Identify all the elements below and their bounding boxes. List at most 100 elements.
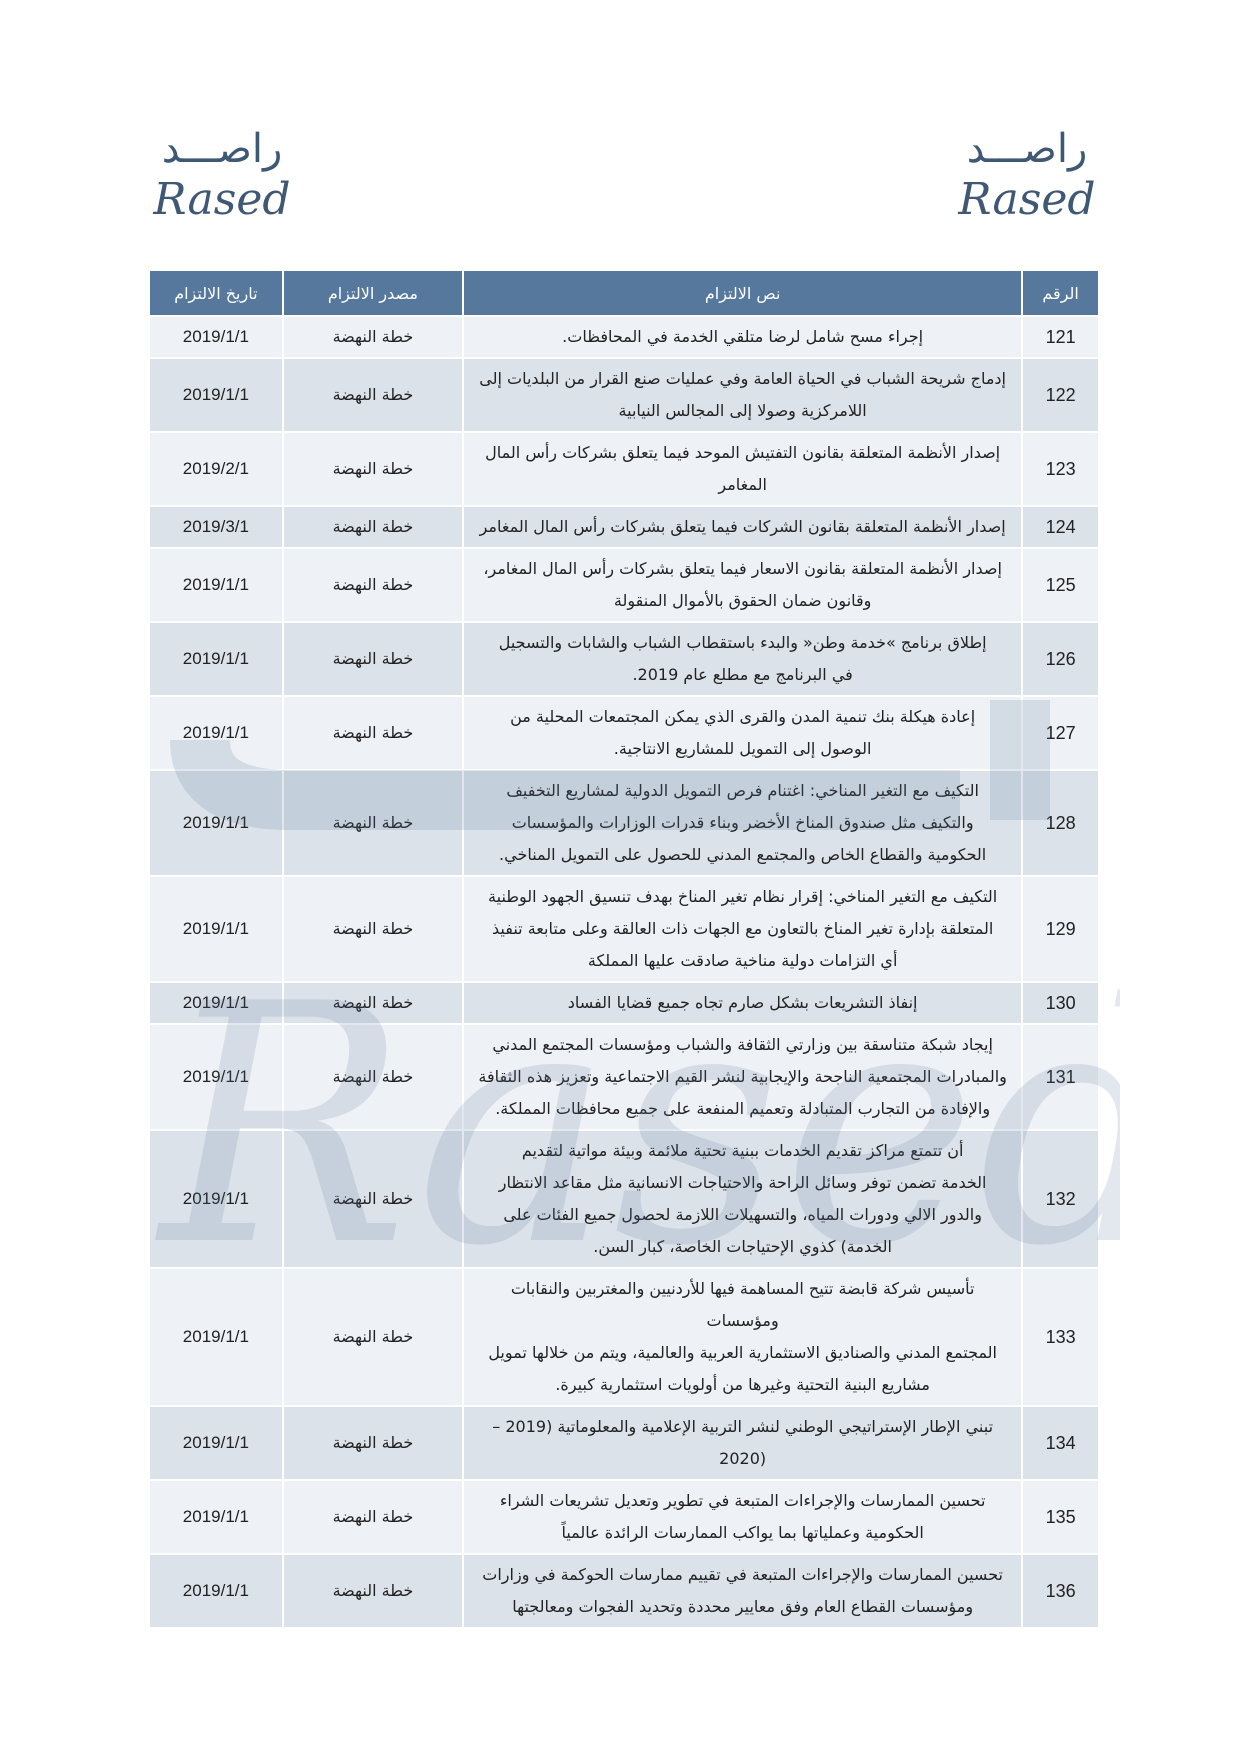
logo-arabic: راصـــد: [966, 126, 1088, 172]
commitment-date: 2019/1/1: [150, 1555, 282, 1627]
commitment-text-line: إعادة هيكلة بنك تنمية المدن والقرى الذي …: [510, 707, 976, 726]
commitment-text-line: أي التزامات دولية مناخية صادقت عليها الم…: [587, 951, 898, 970]
header-date: تاريخ الالتزام: [150, 271, 282, 315]
commitment-text-line: ومؤسسات القطاع العام وفق معايير محددة وت…: [512, 1597, 974, 1616]
commitment-text-line: تبني الإطار الإستراتيجي الوطني لنشر التر…: [492, 1417, 994, 1436]
commitment-date: 2019/2/1: [150, 433, 282, 505]
commitment-source: خطة النهضة: [283, 1269, 463, 1405]
row-number: 136: [1023, 1555, 1098, 1627]
commitment-source: خطة النهضة: [283, 507, 463, 547]
commitment-text-line: إصدار الأنظمة المتعلقة بقانون الشركات في…: [479, 517, 1006, 536]
commitment-text: إعادة هيكلة بنك تنمية المدن والقرى الذي …: [464, 697, 1022, 769]
commitment-source: خطة النهضة: [283, 1407, 463, 1479]
commitment-text-line: والمبادرات المجتمعية الناجحة والإيجابية …: [478, 1067, 1007, 1086]
commitment-text-line: تأسيس شركة قابضة تتيح المساهمة فيها للأر…: [510, 1279, 975, 1330]
header-source: مصدر الالتزام: [283, 271, 463, 315]
row-number: 121: [1023, 317, 1098, 357]
logo-latin: Rased: [153, 174, 291, 225]
table-row: 127 إعادة هيكلة بنك تنمية المدن والقرى ال…: [150, 697, 1098, 769]
commitment-text-line: إطلاق برنامج »خدمة وطن« والبدء باستقطاب …: [498, 633, 987, 652]
commitment-text: إصدار الأنظمة المتعلقة بقانون الشركات في…: [464, 507, 1022, 547]
commitment-source: خطة النهضة: [283, 1481, 463, 1553]
commitment-text: تحسين الممارسات والإجراءات المتبعة في تط…: [464, 1481, 1022, 1553]
row-number: 134: [1023, 1407, 1098, 1479]
row-number: 123: [1023, 433, 1098, 505]
commitment-source: خطة النهضة: [283, 1555, 463, 1627]
commitment-source: خطة النهضة: [283, 771, 463, 875]
commitment-text: إصدار الأنظمة المتعلقة بقانون الاسعار في…: [464, 549, 1022, 621]
commitment-text-line: الوصول إلى التمويل للمشاريع الانتاجية.: [613, 739, 872, 758]
commitment-text: تحسين الممارسات والإجراءات المتبعة في تق…: [464, 1555, 1022, 1627]
commitment-source: خطة النهضة: [283, 1025, 463, 1129]
commitment-text-line: أن تتمتع مراكز تقديم الخدمات ببنية تحتية…: [521, 1141, 964, 1160]
commitment-text: تأسيس شركة قابضة تتيح المساهمة فيها للأر…: [464, 1269, 1022, 1405]
table-row: 128 التكيف مع التغير المناخي: اغتنام فرص …: [150, 771, 1098, 875]
commitment-text-line: الحكومية والقطاع الخاص والمجتمع المدني ل…: [499, 845, 987, 864]
table-row: 133 تأسيس شركة قابضة تتيح المساهمة فيها ل…: [150, 1269, 1098, 1405]
table-row: 126 إطلاق برنامج »خدمة وطن« والبدء باستقط…: [150, 623, 1098, 695]
commitment-date: 2019/1/1: [150, 317, 282, 357]
commitment-source: خطة النهضة: [283, 359, 463, 431]
table-row: 135 تحسين الممارسات والإجراءات المتبعة في…: [150, 1481, 1098, 1553]
rased-logo-right: راصـــد Rased: [952, 124, 1102, 226]
commitment-source: خطة النهضة: [283, 549, 463, 621]
commitments-table: الرقم نص الالتزام مصدر الالتزام تاريخ ال…: [148, 269, 1100, 1629]
commitment-text-line: اللامركزية وصولا إلى المجالس النيابية: [618, 401, 867, 420]
table-row: 121 إجراء مسح شامل لرضا متلقي الخدمة في ا…: [150, 317, 1098, 357]
commitment-text-line: تحسين الممارسات والإجراءات المتبعة في تق…: [482, 1565, 1003, 1584]
header-text: نص الالتزام: [464, 271, 1022, 315]
commitment-text-line: الخدمة تضمن توفر وسائل الراحة والاحتياجا…: [498, 1173, 987, 1192]
commitment-date: 2019/1/1: [150, 983, 282, 1023]
row-number: 135: [1023, 1481, 1098, 1553]
commitment-text-line: وقانون ضمان الحقوق بالأموال المنقولة: [613, 591, 872, 610]
row-number: 133: [1023, 1269, 1098, 1405]
commitment-date: 2019/1/1: [150, 771, 282, 875]
commitment-source: خطة النهضة: [283, 317, 463, 357]
commitment-source: خطة النهضة: [283, 877, 463, 981]
commitment-text-line: والإفادة من التجارب المتبادلة وتعميم الم…: [495, 1099, 991, 1118]
commitment-text-line: تحسين الممارسات والإجراءات المتبعة في تط…: [499, 1491, 986, 1510]
row-number: 130: [1023, 983, 1098, 1023]
table-row: 129 التكيف مع التغير المناخي: إقرار نظام …: [150, 877, 1098, 981]
commitment-text-line: إصدار الأنظمة المتعلقة بقانون التفتيش ال…: [485, 443, 1001, 462]
commitment-date: 2019/1/1: [150, 1131, 282, 1267]
row-number: 125: [1023, 549, 1098, 621]
commitment-text-line: إيجاد شبكة متناسقة بين وزارتي الثقافة وا…: [492, 1035, 993, 1054]
commitment-text: التكيف مع التغير المناخي: اغتنام فرص الت…: [464, 771, 1022, 875]
table-row: 136 تحسين الممارسات والإجراءات المتبعة في…: [150, 1555, 1098, 1627]
commitment-text: إدماج شريحة الشباب في الحياة العامة وفي …: [464, 359, 1022, 431]
commitment-text-line: التكيف مع التغير المناخي: اغتنام فرص الت…: [506, 781, 979, 800]
commitment-text-line: التكيف مع التغير المناخي: إقرار نظام تغي…: [488, 887, 998, 906]
commitment-text-line: المجتمع المدني والصناديق الاستثمارية الع…: [488, 1343, 997, 1362]
header-number: الرقم: [1023, 271, 1098, 315]
commitment-date: 2019/1/1: [150, 877, 282, 981]
commitment-text-line: إنفاذ التشريعات بشكل صارم تجاه جميع قضاي…: [567, 993, 918, 1012]
commitment-text: إطلاق برنامج »خدمة وطن« والبدء باستقطاب …: [464, 623, 1022, 695]
commitment-text: تبني الإطار الإستراتيجي الوطني لنشر التر…: [464, 1407, 1022, 1479]
commitment-date: 2019/1/1: [150, 1269, 282, 1405]
commitment-text-line: المغامر: [718, 475, 767, 494]
table-row: 125 إصدار الأنظمة المتعلقة بقانون الاسعار…: [150, 549, 1098, 621]
commitment-source: خطة النهضة: [283, 1131, 463, 1267]
table-row: 130 إنفاذ التشريعات بشكل صارم تجاه جميع ق…: [150, 983, 1098, 1023]
table-row: 134 تبني الإطار الإستراتيجي الوطني لنشر ا…: [150, 1407, 1098, 1479]
commitment-source: خطة النهضة: [283, 697, 463, 769]
row-number: 126: [1023, 623, 1098, 695]
commitment-text-line: إدماج شريحة الشباب في الحياة العامة وفي …: [479, 369, 1006, 388]
row-number: 132: [1023, 1131, 1098, 1267]
commitment-text-line: والدور الالي ودورات المياه، والتسهيلات ا…: [503, 1205, 982, 1224]
commitment-date: 2019/1/1: [150, 697, 282, 769]
commitment-date: 2019/1/1: [150, 1407, 282, 1479]
table-header-row: الرقم نص الالتزام مصدر الالتزام تاريخ ال…: [150, 271, 1098, 315]
commitment-text: إيجاد شبكة متناسقة بين وزارتي الثقافة وا…: [464, 1025, 1022, 1129]
commitment-date: 2019/1/1: [150, 623, 282, 695]
row-number: 131: [1023, 1025, 1098, 1129]
commitment-text-line: والتكيف مثل صندوق المناخ الأخضر وبناء قد…: [511, 813, 974, 832]
logo-arabic: راصـــد: [161, 126, 283, 172]
commitment-text-line: الحكومية وعملياتها بما يواكب الممارسات ا…: [561, 1523, 924, 1542]
commitment-source: خطة النهضة: [283, 623, 463, 695]
row-number: 124: [1023, 507, 1098, 547]
commitment-date: 2019/1/1: [150, 1481, 282, 1553]
table-row: 131 إيجاد شبكة متناسقة بين وزارتي الثقافة…: [150, 1025, 1098, 1129]
row-number: 129: [1023, 877, 1098, 981]
